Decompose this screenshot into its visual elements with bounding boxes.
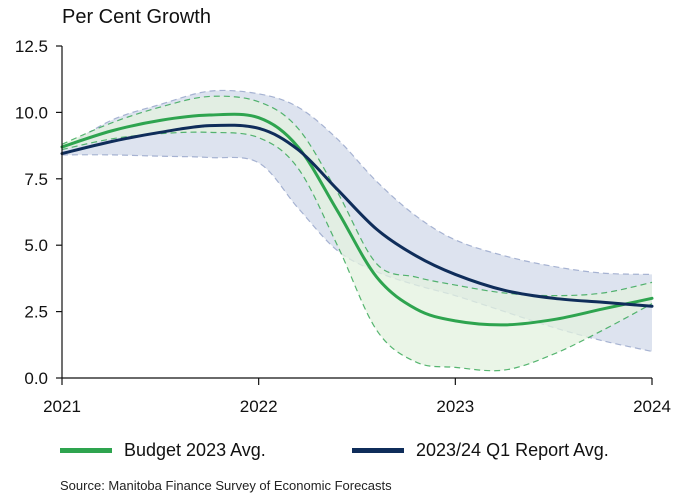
x-tick-label: 2021 xyxy=(43,397,81,416)
series-line-q1-report xyxy=(60,123,654,308)
x-tick-label: 2022 xyxy=(240,397,278,416)
y-axis-title: Per Cent Growth xyxy=(62,6,211,28)
legend-item-q1-report: 2023/24 Q1 Report Avg. xyxy=(352,437,609,463)
chart-legend: Budget 2023 Avg. 2023/24 Q1 Report Avg. xyxy=(60,437,660,463)
axes: 0.0 2.5 5.0 7.5 10.0 12.5 2021 2022 2023 2024 xyxy=(15,37,671,416)
range-bands xyxy=(61,89,653,372)
range-upper-budget xyxy=(61,95,653,297)
legend-swatch-q1-report xyxy=(352,447,404,453)
legend-label-budget: Budget 2023 Avg. xyxy=(124,439,266,460)
y-tick-label: 12.5 xyxy=(15,37,48,56)
y-tick-label: 2.5 xyxy=(24,303,48,322)
series-line-budget xyxy=(60,112,654,327)
y-tick-label: 7.5 xyxy=(24,170,48,189)
y-tick-label: 0.0 xyxy=(24,369,48,388)
range-band-budget xyxy=(62,96,652,371)
range-upper-q1-report xyxy=(61,89,653,276)
source-note: Source: Manitoba Finance Survey of Econo… xyxy=(60,478,392,493)
series-lines xyxy=(60,112,654,327)
range-band-q1-report xyxy=(62,90,652,352)
y-tick-label: 5.0 xyxy=(24,236,48,255)
x-tick-label: 2024 xyxy=(633,397,671,416)
y-tick-label: 10.0 xyxy=(15,103,48,122)
legend-label-q1-report: 2023/24 Q1 Report Avg. xyxy=(416,439,609,460)
range-lower-budget xyxy=(61,131,653,372)
legend-swatch-budget xyxy=(60,447,112,453)
x-tick-label: 2023 xyxy=(436,397,474,416)
growth-line-chart: 0.0 2.5 5.0 7.5 10.0 12.5 2021 2022 2023 2024 xyxy=(15,37,671,416)
legend-item-budget: Budget 2023 Avg. xyxy=(60,437,266,463)
